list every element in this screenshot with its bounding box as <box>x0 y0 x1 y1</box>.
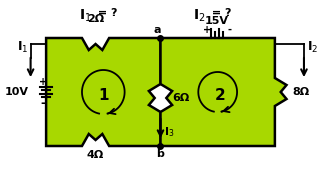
Text: 8Ω: 8Ω <box>292 87 309 97</box>
Text: $\mathbf{I}_1$: $\mathbf{I}_1$ <box>79 8 91 24</box>
Text: -: - <box>227 25 231 35</box>
Text: +: + <box>39 77 47 87</box>
Text: 1: 1 <box>98 87 108 102</box>
Text: 6Ω: 6Ω <box>172 93 189 103</box>
Text: = ?: = ? <box>94 8 117 18</box>
Polygon shape <box>161 38 286 146</box>
Text: = ?: = ? <box>208 8 231 18</box>
Text: 10V: 10V <box>5 87 29 97</box>
Text: $\mathbf{I}_2$: $\mathbf{I}_2$ <box>307 40 318 55</box>
Text: 4Ω: 4Ω <box>87 150 104 160</box>
Text: 2: 2 <box>215 87 226 102</box>
Text: a: a <box>154 25 161 35</box>
Text: $\mathbf{I}_2$: $\mathbf{I}_2$ <box>193 8 205 24</box>
Polygon shape <box>46 38 161 146</box>
Text: -: - <box>41 96 46 109</box>
Text: +: + <box>203 25 211 35</box>
Text: b: b <box>156 149 164 159</box>
Text: 2Ω: 2Ω <box>87 14 104 24</box>
Text: $\mathbf{I}_1$: $\mathbf{I}_1$ <box>17 40 29 55</box>
Text: 15V: 15V <box>205 16 229 26</box>
Text: $\mathbf{I}_3$: $\mathbf{I}_3$ <box>164 125 175 139</box>
